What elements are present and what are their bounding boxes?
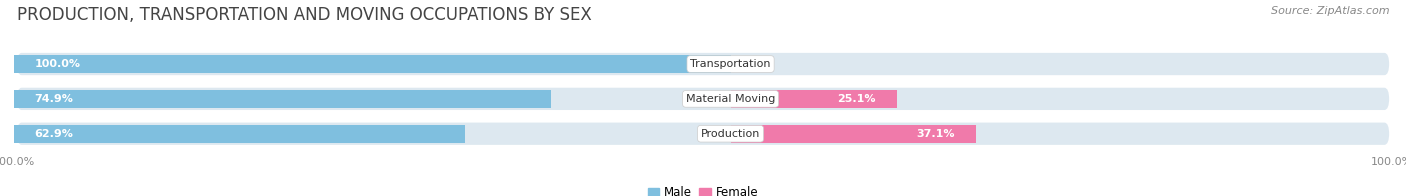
FancyBboxPatch shape — [17, 53, 1389, 75]
Text: Production: Production — [700, 129, 761, 139]
Text: Material Moving: Material Moving — [686, 94, 775, 104]
Bar — [14, 55, 731, 73]
Bar — [731, 125, 976, 143]
Text: 37.1%: 37.1% — [917, 129, 955, 139]
Bar — [731, 90, 897, 108]
Bar — [14, 90, 551, 108]
Text: 62.9%: 62.9% — [35, 129, 73, 139]
Text: Source: ZipAtlas.com: Source: ZipAtlas.com — [1271, 6, 1389, 16]
Legend: Male, Female: Male, Female — [643, 182, 763, 196]
Text: 100.0%: 100.0% — [35, 59, 80, 69]
Text: PRODUCTION, TRANSPORTATION AND MOVING OCCUPATIONS BY SEX: PRODUCTION, TRANSPORTATION AND MOVING OC… — [17, 6, 592, 24]
Bar — [14, 125, 465, 143]
FancyBboxPatch shape — [17, 88, 1389, 110]
Text: 25.1%: 25.1% — [838, 94, 876, 104]
FancyBboxPatch shape — [17, 122, 1389, 145]
Text: Transportation: Transportation — [690, 59, 770, 69]
Text: 74.9%: 74.9% — [35, 94, 73, 104]
